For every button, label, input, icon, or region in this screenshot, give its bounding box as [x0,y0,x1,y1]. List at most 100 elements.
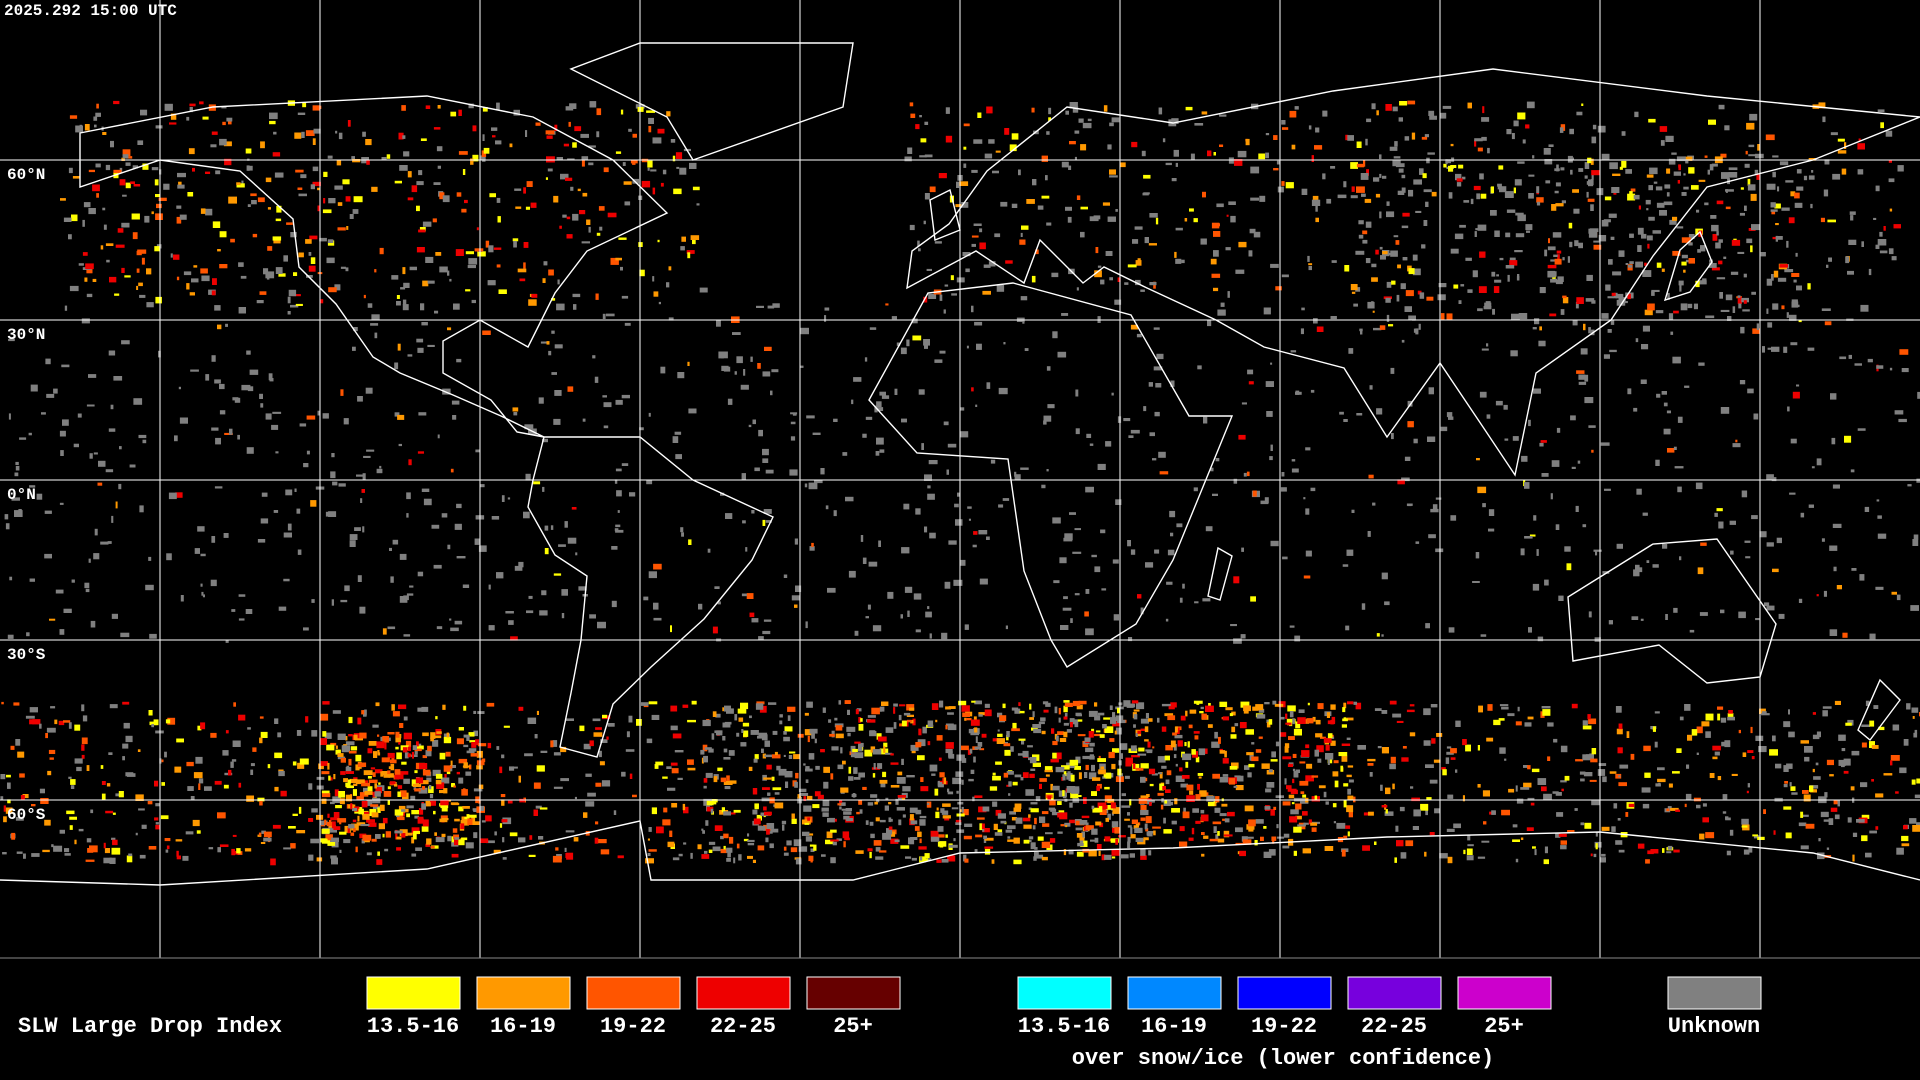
cloud-pixel [1105,251,1113,256]
cloud-pixel [471,299,476,304]
cloud-pixel [1702,278,1707,281]
cloud-pixel [513,241,517,248]
cloud-pixel [1453,284,1459,289]
cloud-pixel [1720,609,1725,614]
cloud-pixel [650,169,657,172]
cloud-pixel [1235,785,1244,791]
cloud-pixel [1562,297,1569,304]
cloud-pixel [1898,418,1907,423]
cloud-pixel [1912,825,1920,832]
cloud-pixel [1392,713,1402,718]
cloud-pixel [1169,510,1176,518]
cloud-pixel [898,714,902,721]
cloud-pixel [331,857,338,865]
cloud-pixel [167,717,176,725]
cloud-pixel [1045,702,1051,707]
cloud-pixel [1353,701,1357,705]
cloud-pixel [1748,846,1753,853]
cloud-pixel [1466,855,1474,861]
cloud-pixel [960,559,966,566]
cloud-pixel [433,127,441,130]
cloud-pixel [518,775,521,783]
cloud-pixel [896,807,905,811]
cloud-pixel [1708,119,1716,125]
cloud-pixel [166,845,170,850]
cloud-pixel [374,783,377,789]
cloud-pixel [422,819,429,827]
cloud-pixel [402,304,409,311]
cloud-pixel [736,732,740,737]
cloud-pixel [1248,825,1254,832]
cloud-pixel [992,170,999,174]
cloud-pixel [545,177,548,180]
cloud-pixel [1578,168,1584,172]
cloud-pixel [562,214,567,218]
cloud-pixel [1276,160,1281,165]
cloud-pixel [652,187,656,195]
cloud-pixel [524,424,534,430]
cloud-pixel [94,528,98,536]
cloud-pixel [1052,785,1060,791]
cloud-pixel [1052,740,1058,746]
cloud-pixel [794,781,798,788]
cloud-pixel [1215,796,1220,803]
cloud-pixel [123,722,130,729]
cloud-pixel [1098,850,1101,856]
cloud-pixel [437,165,441,169]
cloud-pixel [1294,106,1299,110]
cloud-pixel [1353,303,1358,307]
cloud-pixel [1679,716,1684,721]
cloud-pixel [1084,611,1089,617]
cloud-pixel [1333,821,1336,824]
cloud-pixel [1078,118,1084,123]
cloud-pixel [394,773,404,780]
cloud-pixel [1280,716,1285,720]
cloud-pixel [1276,824,1279,829]
cloud-pixel [767,305,775,309]
cloud-pixel [399,165,408,171]
cloud-pixel [1427,436,1436,442]
cloud-pixel [86,404,95,407]
cloud-pixel [1064,702,1073,707]
cloud-pixel [1382,251,1388,255]
cloud-pixel [63,608,72,613]
cloud-pixel [1584,175,1588,179]
cloud-pixel [1791,301,1799,308]
cloud-pixel [1796,169,1802,174]
cloud-pixel [968,778,974,782]
cloud-pixel [546,341,550,345]
cloud-pixel [1363,160,1366,167]
cloud-pixel [202,594,205,598]
cloud-pixel [704,747,712,750]
cloud-pixel [942,815,951,819]
cloud-pixel [164,838,171,842]
cloud-pixel [1315,733,1323,738]
cloud-pixel [637,107,644,112]
cloud-pixel [472,808,478,811]
cloud-pixel [1697,249,1701,253]
cloud-pixel [4,514,9,520]
cloud-pixel [1136,333,1142,338]
cloud-pixel [565,830,575,833]
cloud-pixel [1130,745,1137,752]
cloud-pixel [485,815,492,822]
cloud-pixel [1097,758,1106,762]
cloud-pixel [1773,830,1776,835]
cloud-pixel [1305,775,1314,782]
cloud-pixel [1827,219,1836,223]
cloud-pixel [1776,537,1782,544]
cloud-pixel [219,138,227,146]
cloud-pixel [1265,133,1270,136]
cloud-pixel [1406,503,1413,506]
cloud-pixel [1808,158,1816,161]
cloud-pixel [200,553,206,557]
cloud-pixel [865,416,873,420]
cloud-pixel [74,839,77,845]
cloud-pixel [102,207,106,211]
cloud-pixel [332,710,341,714]
cloud-pixel [880,782,886,788]
cloud-pixel [1524,722,1532,727]
cloud-pixel [1004,128,1010,135]
cloud-pixel [148,710,153,716]
cloud-pixel [1828,257,1832,262]
